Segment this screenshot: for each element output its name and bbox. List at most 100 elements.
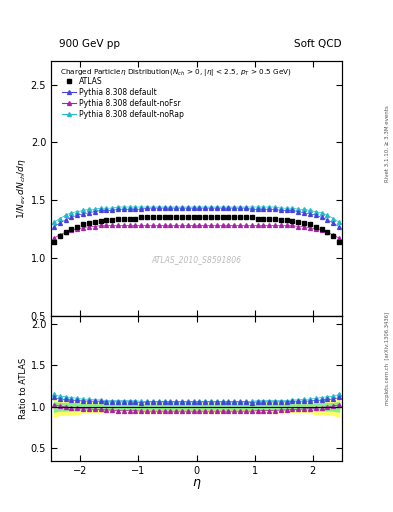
Pythia 8.308 default-noRap <box>308 207 312 214</box>
Pythia 8.308 default-noFsr <box>98 222 103 228</box>
ATLAS <box>319 226 324 232</box>
Pythia 8.308 default <box>69 215 74 221</box>
Pythia 8.308 default-noFsr <box>174 222 178 228</box>
Pythia 8.308 default-noRap <box>69 210 74 216</box>
Pythia 8.308 default-noRap <box>331 216 336 222</box>
Pythia 8.308 default-noFsr <box>226 222 231 228</box>
Pythia 8.308 default <box>255 206 260 212</box>
ATLAS <box>209 215 213 221</box>
Pythia 8.308 default <box>151 205 155 211</box>
ATLAS <box>197 215 202 221</box>
Pythia 8.308 default <box>226 205 231 211</box>
Pythia 8.308 default-noRap <box>168 204 173 210</box>
Pythia 8.308 default-noFsr <box>220 222 225 228</box>
Pythia 8.308 default-noFsr <box>273 222 277 228</box>
Pythia 8.308 default-noRap <box>133 204 138 210</box>
Text: Rivet 3.1.10, ≥ 3.3M events: Rivet 3.1.10, ≥ 3.3M events <box>385 105 390 182</box>
ATLAS <box>162 215 167 221</box>
Pythia 8.308 default <box>290 207 295 214</box>
Pythia 8.308 default <box>284 207 289 214</box>
Pythia 8.308 default <box>57 220 62 226</box>
Pythia 8.308 default <box>250 206 254 212</box>
Pythia 8.308 default-noFsr <box>255 222 260 228</box>
ATLAS <box>232 215 237 221</box>
Pythia 8.308 default-noFsr <box>244 222 248 228</box>
ATLAS <box>98 218 103 224</box>
ATLAS <box>110 217 114 223</box>
Pythia 8.308 default <box>238 205 242 211</box>
Pythia 8.308 default-noRap <box>284 205 289 211</box>
Pythia 8.308 default <box>220 205 225 211</box>
Pythia 8.308 default-noFsr <box>267 222 272 228</box>
ATLAS <box>337 239 342 245</box>
Pythia 8.308 default-noRap <box>104 205 109 211</box>
Pythia 8.308 default <box>156 205 161 211</box>
Pythia 8.308 default <box>116 206 120 212</box>
Pythia 8.308 default-noRap <box>238 204 242 210</box>
Pythia 8.308 default <box>168 205 173 211</box>
Pythia 8.308 default-noFsr <box>92 224 97 230</box>
Pythia 8.308 default-noFsr <box>191 222 196 228</box>
Pythia 8.308 default <box>174 205 178 211</box>
Pythia 8.308 default <box>308 211 312 217</box>
ATLAS <box>121 216 126 222</box>
Pythia 8.308 default <box>110 207 114 214</box>
ATLAS <box>284 217 289 223</box>
Y-axis label: Ratio to ATLAS: Ratio to ATLAS <box>19 357 28 419</box>
Pythia 8.308 default <box>215 205 219 211</box>
Pythia 8.308 default-noRap <box>86 206 91 212</box>
Pythia 8.308 default <box>180 205 184 211</box>
Pythia 8.308 default-noRap <box>203 204 208 210</box>
Pythia 8.308 default <box>81 211 85 217</box>
Pythia 8.308 default-noFsr <box>319 227 324 233</box>
Pythia 8.308 default-noRap <box>319 210 324 216</box>
ATLAS <box>215 215 219 221</box>
Pythia 8.308 default-noFsr <box>110 222 114 228</box>
Pythia 8.308 default-noFsr <box>69 227 74 233</box>
ATLAS <box>81 221 85 227</box>
ATLAS <box>139 215 143 221</box>
Pythia 8.308 default-noRap <box>92 206 97 212</box>
Pythia 8.308 default-noFsr <box>63 229 68 236</box>
Pythia 8.308 default-noRap <box>151 204 155 210</box>
Pythia 8.308 default <box>63 217 68 223</box>
Pythia 8.308 default-noRap <box>232 204 237 210</box>
ATLAS <box>267 216 272 222</box>
ATLAS <box>75 224 80 230</box>
ATLAS <box>279 217 283 223</box>
ATLAS <box>250 215 254 221</box>
Pythia 8.308 default-noFsr <box>162 222 167 228</box>
Pythia 8.308 default-noFsr <box>139 222 143 228</box>
Pythia 8.308 default <box>133 206 138 212</box>
Pythia 8.308 default-noFsr <box>156 222 161 228</box>
Pythia 8.308 default-noRap <box>273 204 277 210</box>
Text: Soft QCD: Soft QCD <box>294 38 342 49</box>
Pythia 8.308 default-noFsr <box>116 222 120 228</box>
Pythia 8.308 default-noFsr <box>331 231 336 238</box>
ATLAS <box>273 216 277 222</box>
Pythia 8.308 default-noFsr <box>75 226 80 232</box>
Pythia 8.308 default-noRap <box>296 206 301 212</box>
Pythia 8.308 default <box>127 206 132 212</box>
Pythia 8.308 default <box>313 212 318 218</box>
ATLAS <box>313 224 318 230</box>
ATLAS <box>220 215 225 221</box>
Pythia 8.308 default-noFsr <box>290 222 295 228</box>
Pythia 8.308 default-noRap <box>279 205 283 211</box>
Line: Pythia 8.308 default-noFsr: Pythia 8.308 default-noFsr <box>52 224 341 240</box>
Pythia 8.308 default-noFsr <box>308 225 312 231</box>
ATLAS <box>331 233 336 239</box>
Text: Charged Particle$\eta$ Distribution($N_{ch}$ > 0, |$\eta$| < 2.5, $p_T$ > 0.5 Ge: Charged Particle$\eta$ Distribution($N_{… <box>60 67 292 77</box>
Pythia 8.308 default <box>92 208 97 215</box>
ATLAS <box>191 215 196 221</box>
Pythia 8.308 default-noFsr <box>203 222 208 228</box>
Pythia 8.308 default-noRap <box>51 219 56 225</box>
Line: Pythia 8.308 default-noRap: Pythia 8.308 default-noRap <box>52 205 341 224</box>
Pythia 8.308 default <box>337 224 342 230</box>
ATLAS <box>296 219 301 225</box>
Pythia 8.308 default-noFsr <box>313 226 318 232</box>
Y-axis label: $1/N_{ev}\,dN_{ch}/d\eta$: $1/N_{ev}\,dN_{ch}/d\eta$ <box>15 158 28 219</box>
Pythia 8.308 default-noRap <box>174 204 178 210</box>
ATLAS <box>168 215 173 221</box>
Pythia 8.308 default-noRap <box>145 204 149 210</box>
